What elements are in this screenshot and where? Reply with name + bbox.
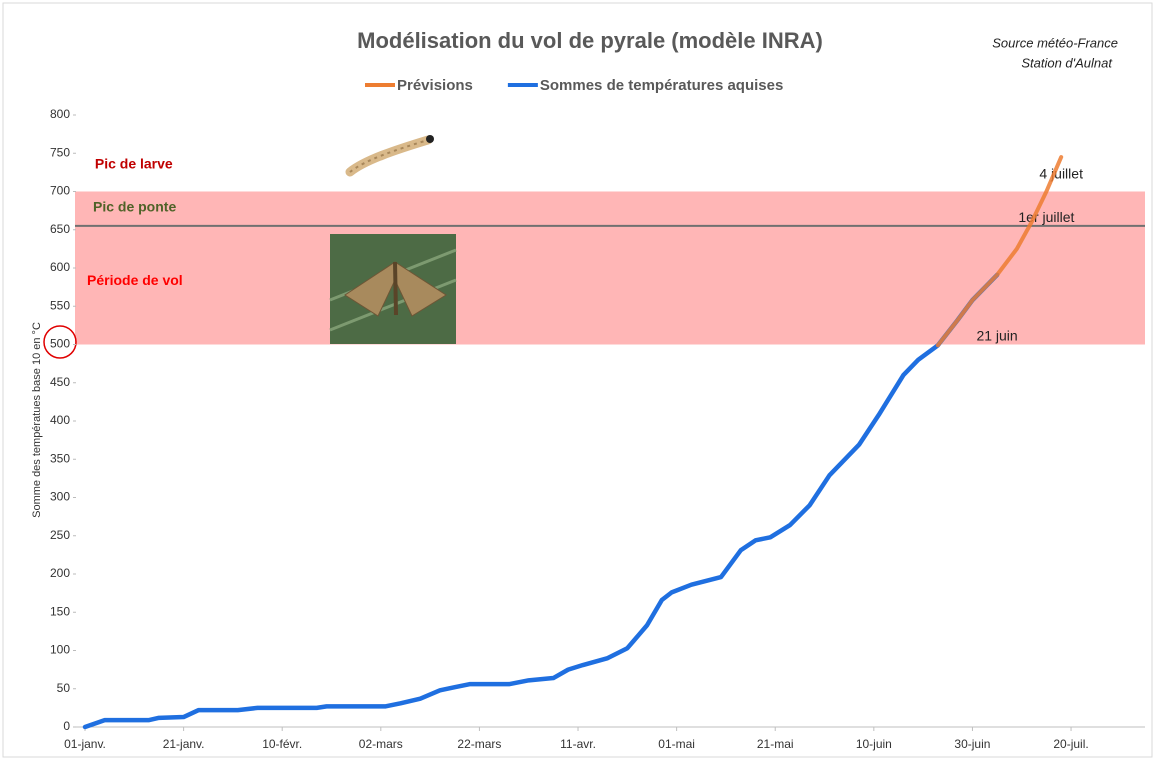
x-tick-label: 10-févr.	[262, 737, 302, 751]
x-tick-label: 11-avr.	[560, 737, 596, 751]
source: Source météo-France	[992, 35, 1118, 50]
y-tick-label: 700	[50, 184, 70, 198]
chart-title: Modélisation du vol de pyrale (modèle IN…	[357, 28, 823, 53]
source: Station d'Aulnat	[1021, 55, 1113, 70]
x-tick-label: 10-juin	[856, 737, 892, 751]
x-tick-label: 22-mars	[457, 737, 501, 751]
annotation: 1er juillet	[1018, 209, 1074, 225]
y-tick-label: 50	[57, 681, 71, 695]
y-tick-label: 200	[50, 566, 70, 580]
y-tick-label: 150	[50, 604, 70, 618]
legend: Prévisions Sommes de températures aquises	[365, 77, 783, 94]
y-tick-label: 0	[63, 719, 70, 733]
y-tick-label: 550	[50, 298, 70, 312]
x-tick-label: 02-mars	[359, 737, 403, 751]
annotation: 21 juin	[976, 328, 1017, 344]
y-tick-label: 400	[50, 413, 70, 427]
chart-frame	[3, 3, 1152, 757]
y-tick-label: 650	[50, 222, 70, 236]
y-axis-label: Somme des températues base 10 en °C	[31, 322, 43, 518]
y-tick-label: 250	[50, 528, 70, 542]
y-tick-label: 100	[50, 643, 70, 657]
y-tick-label: 350	[50, 451, 70, 465]
x-tick-label: 20-juil.	[1053, 737, 1088, 751]
x-tick-label: 21-janv.	[163, 737, 205, 751]
legend-label: Sommes de températures aquises	[540, 77, 783, 94]
x-tick-label: 01-janv.	[64, 737, 106, 751]
x-tick-label: 21-mai	[757, 737, 794, 751]
y-tick-label: 500	[50, 337, 70, 351]
legend-label: Prévisions	[397, 77, 473, 94]
page: {"chart_data": { "type": "line", "title"…	[0, 0, 1155, 760]
x-tick-label: 01-mai	[658, 737, 695, 751]
zones	[75, 192, 1145, 345]
y-tick-label: 800	[50, 107, 70, 121]
zone-label: Période de vol	[87, 272, 183, 288]
zone	[75, 192, 1145, 345]
y-tick-label: 450	[50, 375, 70, 389]
annotation: 4 juillet	[1039, 165, 1083, 181]
y-tick-label: 750	[50, 145, 70, 159]
x-tick-label: 30-juin	[954, 737, 990, 751]
annotation: Pic de larve	[95, 155, 173, 171]
y-tick-label: 600	[50, 260, 70, 274]
reference-label: Pic de ponte	[93, 199, 176, 215]
y-tick-label: 300	[50, 490, 70, 504]
moth-image	[330, 234, 456, 344]
chart: Modélisation du vol de pyrale (modèle IN…	[0, 0, 1155, 760]
